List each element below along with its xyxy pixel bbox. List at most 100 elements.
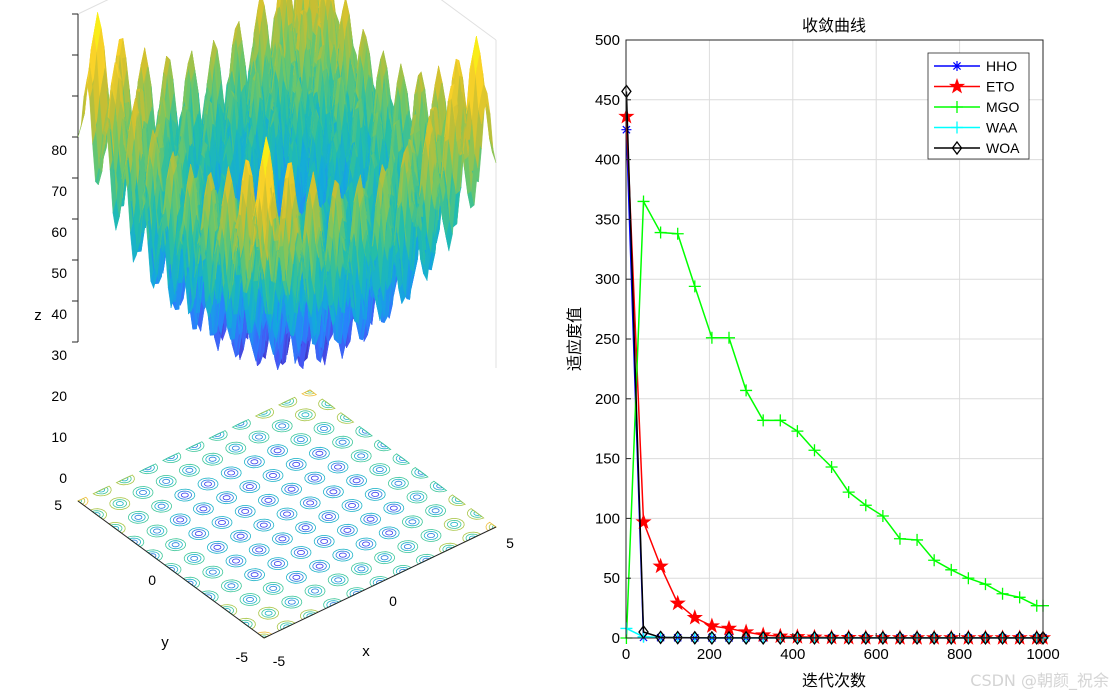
y-tick-label: 0: [612, 630, 620, 647]
contour-ring: [255, 434, 263, 440]
contour-ring: [234, 504, 256, 518]
contour-ring: [350, 449, 372, 463]
contour-ring: [222, 495, 231, 501]
contour-ring: [330, 462, 346, 472]
contour-ring: [131, 512, 146, 522]
contour-ring: [406, 490, 428, 504]
contour-ring: [448, 494, 466, 507]
contour-ring: [358, 539, 374, 549]
contour-ring: [257, 409, 271, 417]
x-axis-line: [263, 526, 497, 639]
contour-ring: [271, 419, 293, 433]
legend-box: [927, 52, 1030, 160]
data-point-mgo: [740, 384, 753, 397]
contour-ring: [295, 521, 317, 535]
y-tick-label: 350: [595, 211, 620, 228]
contour-ring: [95, 486, 109, 495]
data-point-woa: [843, 630, 854, 645]
contour-ring: [278, 536, 287, 542]
x-axis-label: x: [362, 643, 370, 660]
contour-ring: [338, 439, 347, 445]
contour-ring: [415, 553, 436, 565]
contour-ring: [232, 558, 240, 564]
contour-ring: [353, 451, 369, 461]
contour-ring: [401, 515, 423, 529]
contour-ring: [369, 463, 391, 477]
contour-ring: [358, 427, 371, 436]
contour-ring: [310, 475, 319, 481]
contour-ring: [355, 425, 373, 438]
contour-ring: [192, 502, 214, 516]
contour-ring: [91, 510, 104, 519]
contour-ring: [377, 441, 390, 450]
contour-ring: [194, 531, 203, 537]
contour-ring: [246, 596, 254, 603]
contour-ring: [242, 595, 258, 604]
y-tick-label: 200: [595, 391, 620, 408]
contour-ring: [322, 485, 344, 499]
y-tick-label: 150: [595, 451, 620, 468]
contour-ring: [299, 609, 320, 621]
box-edge: [77, 0, 109, 15]
data-point-mgo: [654, 226, 667, 239]
data-point-eto: [635, 513, 652, 529]
contour-ring: [89, 508, 108, 520]
contour-ring: [248, 543, 270, 557]
contour-ring: [180, 492, 189, 498]
contour-ring: [151, 499, 173, 513]
contour-ring: [257, 493, 279, 507]
contour-ring: [332, 548, 354, 562]
y-tick-label: 5: [54, 497, 62, 513]
contour-ring: [251, 432, 267, 442]
contour-ring: [112, 499, 128, 509]
contour-ring: [216, 491, 238, 505]
contour-ring: [391, 478, 406, 488]
data-point-mgo: [671, 227, 684, 240]
contour-ring: [465, 533, 479, 542]
ticks: 0 200 400 600 800 100005010015020025030035040…: [595, 32, 1060, 663]
y-tick-label: 500: [595, 32, 620, 49]
contour-ring: [110, 523, 123, 533]
contour-ring: [369, 576, 389, 587]
x-tick-label: 600: [864, 646, 889, 663]
contour-ring: [454, 497, 462, 503]
contour-ring: [375, 467, 384, 473]
contour-ring: [251, 545, 267, 555]
contour-ring: [290, 546, 312, 559]
legend-marker: [951, 140, 963, 156]
contour-ring: [187, 442, 202, 450]
contour-ring: [346, 474, 368, 488]
y-tick-label: -5: [236, 649, 249, 665]
contour-ring: [236, 533, 245, 539]
legend-entry-woa: WOA: [934, 140, 1020, 156]
contour-ring: [327, 573, 349, 587]
contour-ring: [182, 576, 201, 589]
contour-ring: [308, 446, 330, 460]
contour-ring: [284, 484, 299, 494]
contour-ring: [301, 525, 310, 531]
contour-ring: [108, 521, 126, 534]
contour-ring: [363, 514, 378, 524]
contour-ring: [269, 472, 277, 479]
contour-ring: [366, 516, 375, 522]
contour-ring: [320, 425, 328, 432]
contour-ring: [220, 579, 242, 593]
contour-ring: [360, 512, 382, 526]
contour-ring: [316, 536, 332, 546]
contour-ring: [197, 477, 219, 491]
data-point-woa: [723, 630, 735, 645]
data-point-woa: [877, 630, 889, 645]
contour-ring: [135, 488, 151, 497]
contour-ring: [287, 486, 296, 492]
contour-ring: [292, 461, 301, 467]
legend-marker: [951, 121, 963, 134]
contour-ring: [473, 511, 481, 516]
x-tick-label: 0: [622, 646, 630, 663]
contour-ring: [425, 504, 447, 518]
data-point-mgo: [928, 554, 941, 567]
contour-ring: [134, 514, 143, 520]
contour-ring: [292, 574, 301, 580]
contour-ring: [304, 471, 326, 485]
contour-ring: [202, 452, 224, 466]
